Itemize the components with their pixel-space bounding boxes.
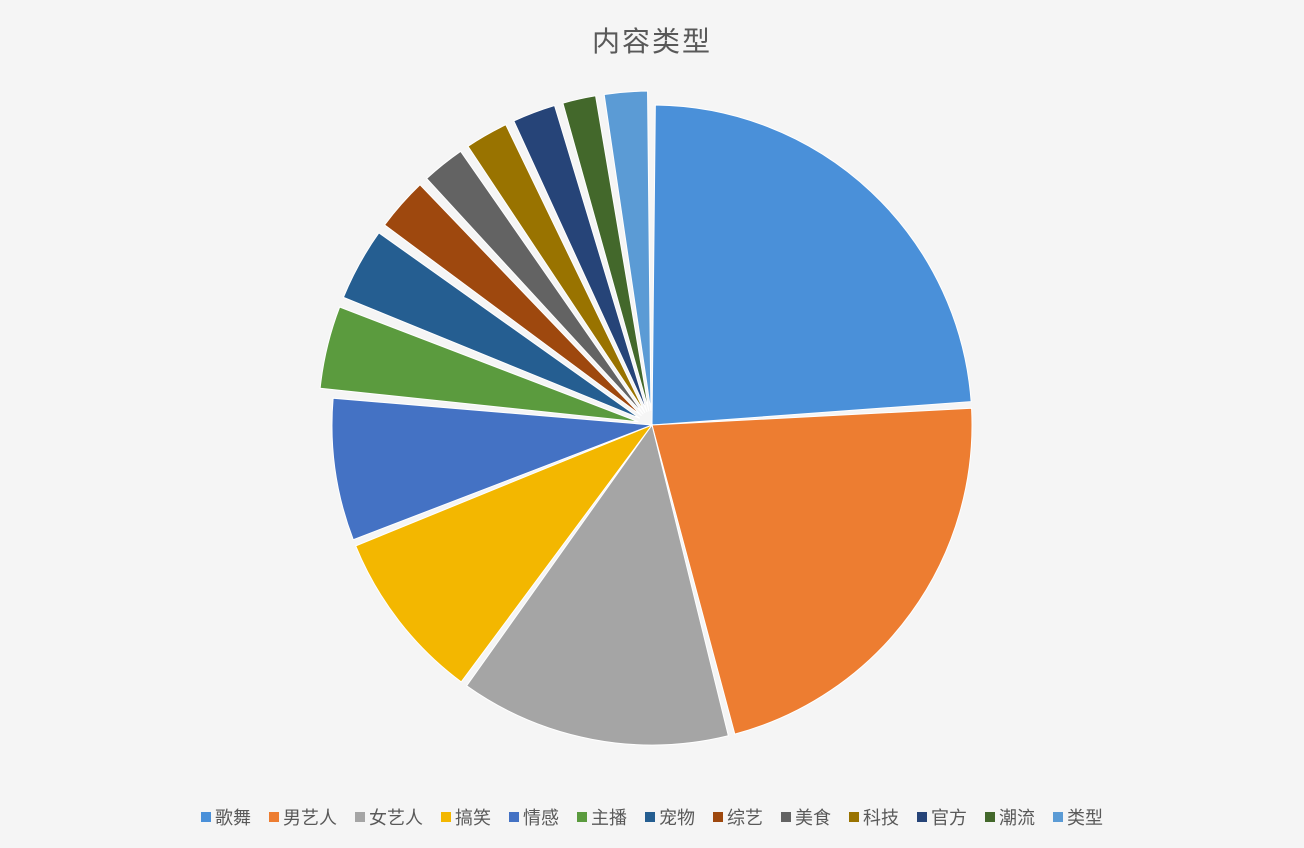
legend-swatch	[1053, 812, 1063, 822]
legend-label: 官方	[931, 804, 967, 830]
legend-swatch	[441, 812, 451, 822]
pie-chart-area	[0, 80, 1304, 770]
legend-label: 主播	[591, 804, 627, 830]
chart-container: 内容类型 歌舞 男艺人 女艺人 搞笑 情感 主播 宠物 综艺 美食 科技 官方 潮流 类型	[0, 0, 1304, 848]
legend-label: 综艺	[727, 804, 763, 830]
legend-item: 女艺人	[355, 804, 423, 830]
legend-swatch	[781, 812, 791, 822]
legend-item: 科技	[849, 804, 899, 830]
legend-item: 情感	[509, 804, 559, 830]
legend-label: 类型	[1067, 804, 1103, 830]
legend: 歌舞 男艺人 女艺人 搞笑 情感 主播 宠物 综艺 美食 科技 官方 潮流 类型	[0, 804, 1304, 830]
legend-label: 歌舞	[215, 804, 251, 830]
legend-swatch	[201, 812, 211, 822]
legend-swatch	[645, 812, 655, 822]
legend-item: 主播	[577, 804, 627, 830]
pie-slice	[652, 105, 971, 425]
legend-label: 宠物	[659, 804, 695, 830]
legend-item: 搞笑	[441, 804, 491, 830]
legend-item: 男艺人	[269, 804, 337, 830]
legend-swatch	[577, 812, 587, 822]
legend-item: 类型	[1053, 804, 1103, 830]
legend-swatch	[917, 812, 927, 822]
legend-item: 美食	[781, 804, 831, 830]
legend-swatch	[985, 812, 995, 822]
legend-swatch	[509, 812, 519, 822]
legend-item: 宠物	[645, 804, 695, 830]
legend-label: 科技	[863, 804, 899, 830]
legend-item: 潮流	[985, 804, 1035, 830]
legend-label: 潮流	[999, 804, 1035, 830]
legend-label: 男艺人	[283, 804, 337, 830]
legend-label: 女艺人	[369, 804, 423, 830]
pie-chart	[308, 81, 996, 769]
legend-label: 搞笑	[455, 804, 491, 830]
legend-swatch	[713, 812, 723, 822]
legend-swatch	[269, 812, 279, 822]
legend-item: 综艺	[713, 804, 763, 830]
chart-title: 内容类型	[0, 20, 1304, 60]
legend-swatch	[849, 812, 859, 822]
legend-swatch	[355, 812, 365, 822]
legend-item: 官方	[917, 804, 967, 830]
legend-label: 美食	[795, 804, 831, 830]
legend-item: 歌舞	[201, 804, 251, 830]
legend-label: 情感	[523, 804, 559, 830]
